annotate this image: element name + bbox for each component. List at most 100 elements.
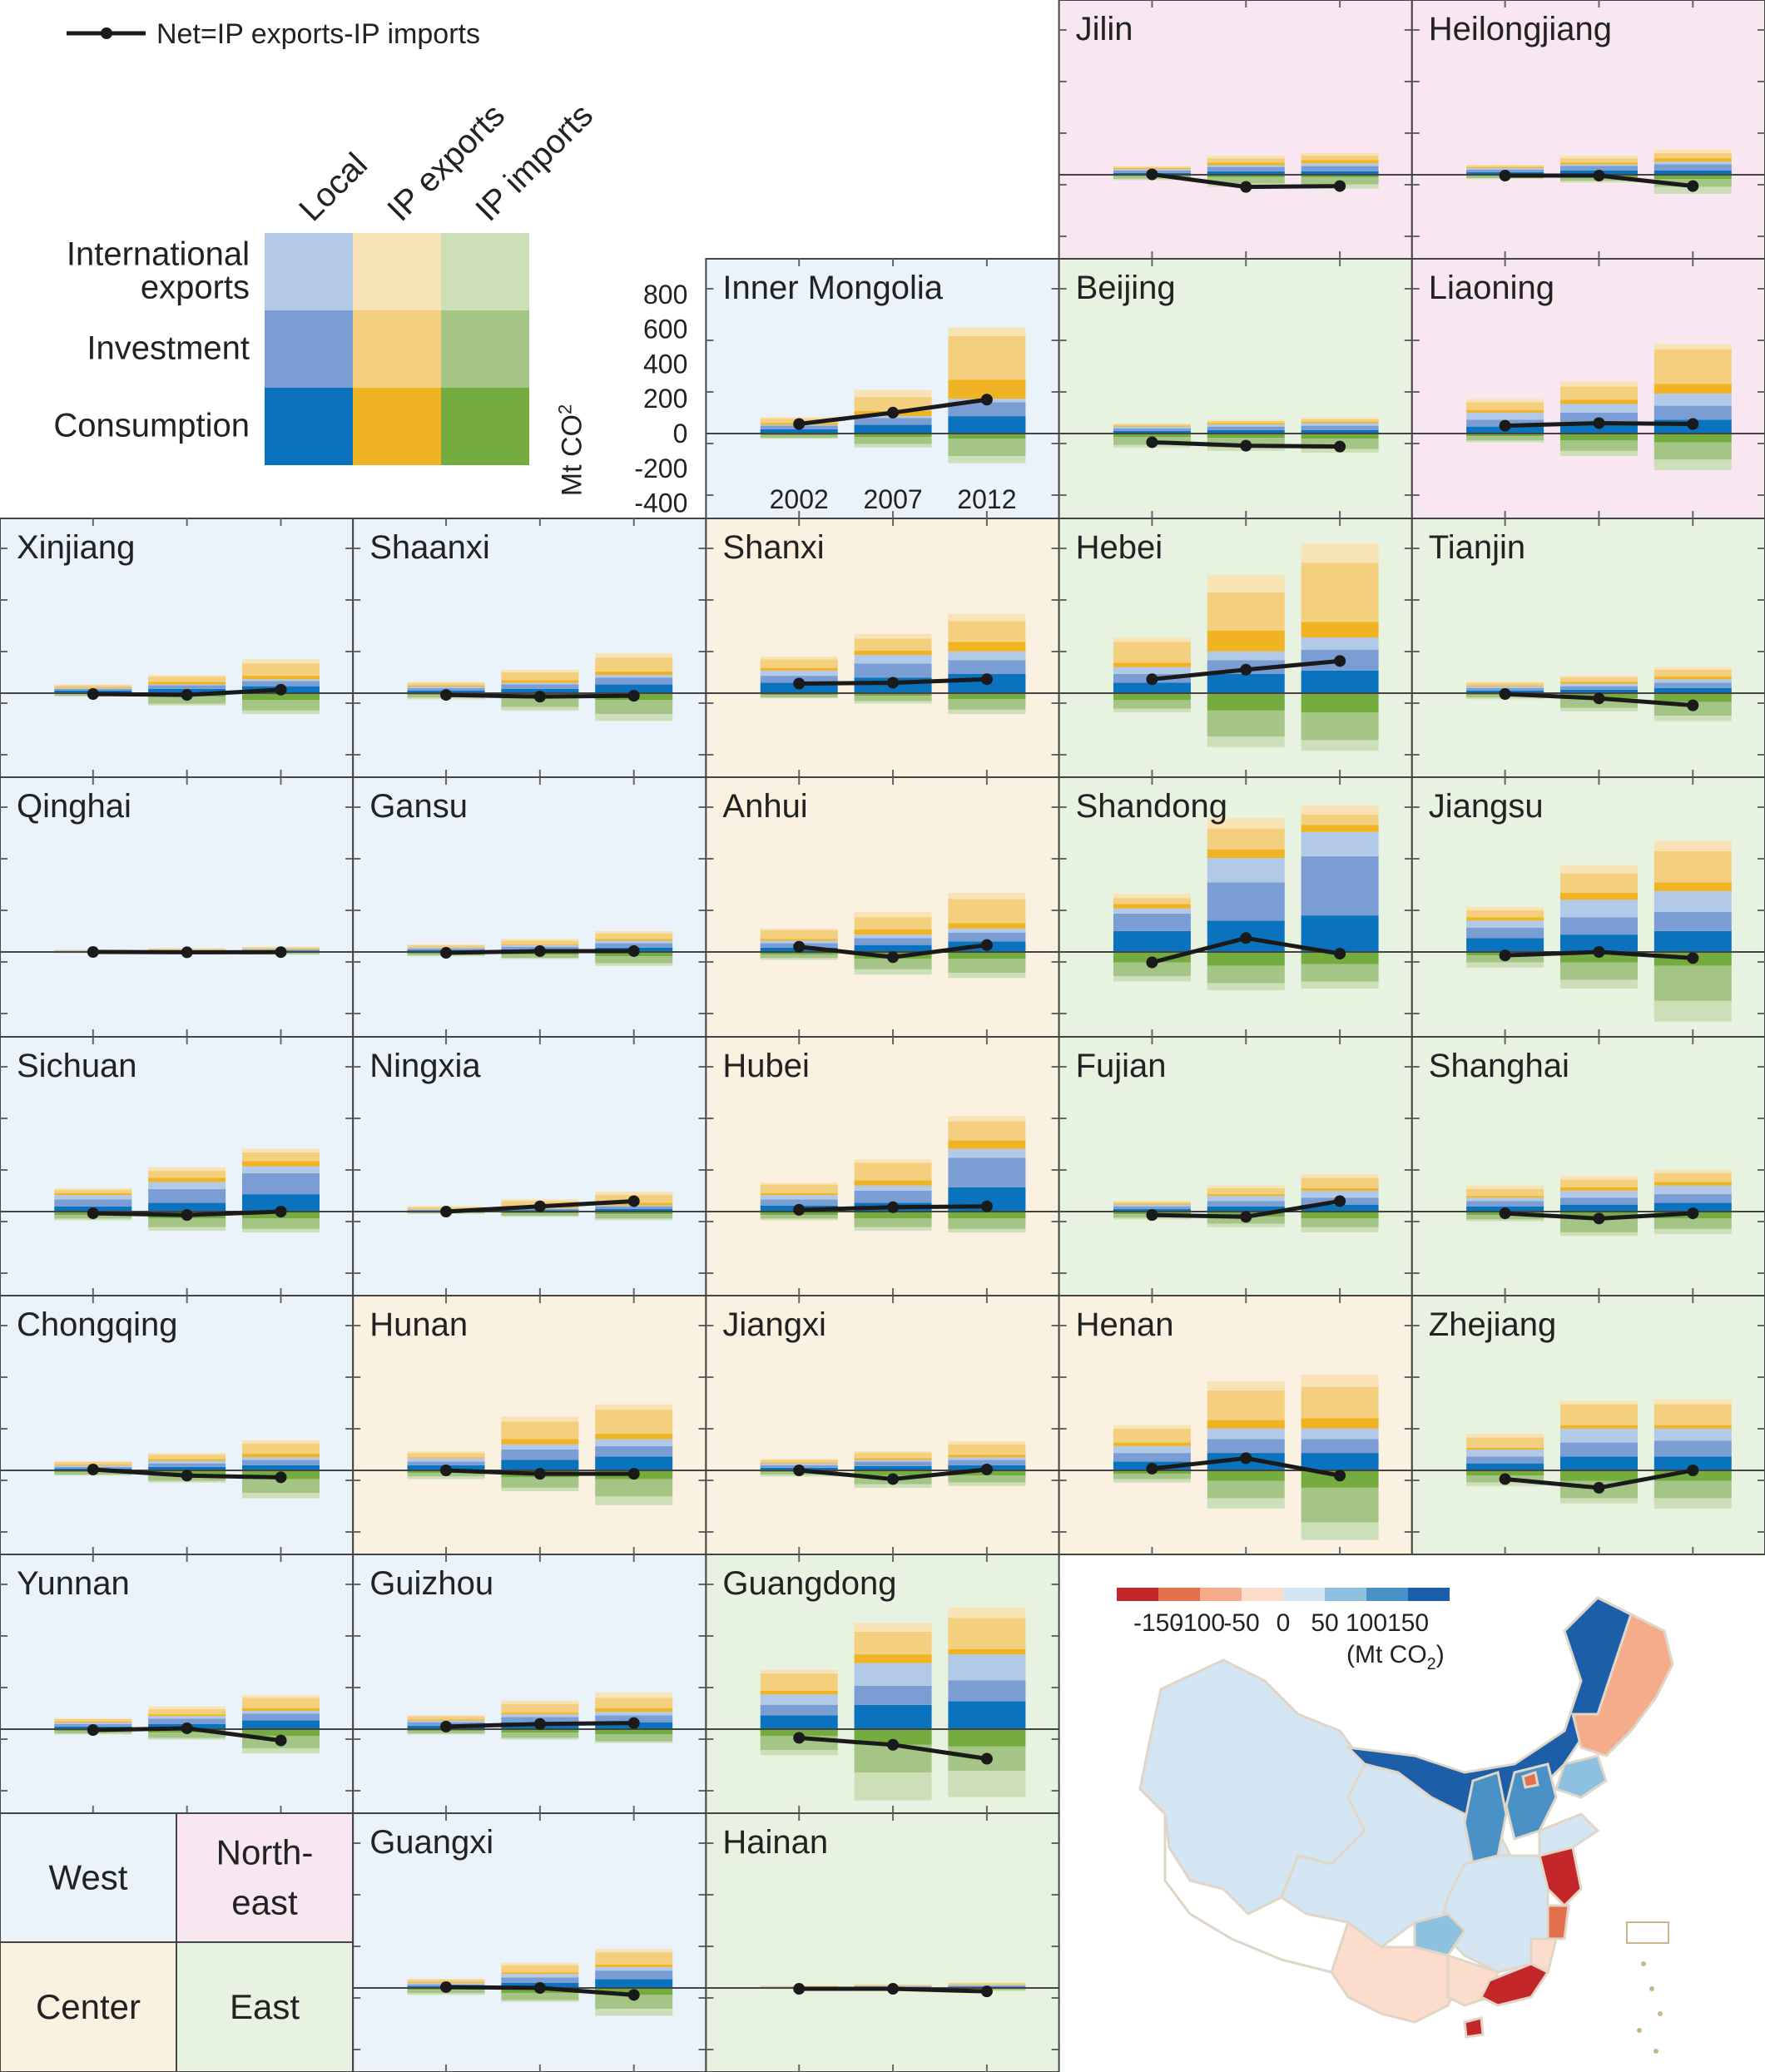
ip-exports-consumption-bar <box>407 686 485 687</box>
ip-exports-intl-exports-bar <box>948 613 1026 622</box>
net-marker <box>1334 1470 1346 1482</box>
net-marker <box>887 406 900 419</box>
ip-exports-intl-exports-bar <box>1207 419 1285 421</box>
local-intl-exports-bar <box>242 679 320 682</box>
panel-background <box>0 1295 354 1555</box>
local-investment-bar <box>1653 911 1732 931</box>
local-investment-bar <box>595 1206 673 1209</box>
ip-exports-consumption-bar <box>1653 882 1732 891</box>
ip-imports-intl-exports-bar <box>148 703 226 706</box>
local-investment-bar <box>948 660 1026 675</box>
local-investment-bar <box>854 1461 932 1466</box>
local-intl-exports-bar <box>1653 1428 1732 1441</box>
ip-exports-intl-exports-bar <box>1207 1185 1285 1188</box>
local-investment-bar <box>1559 917 1638 935</box>
local-intl-exports-bar <box>1653 161 1732 165</box>
map-region-hainan <box>1463 2016 1485 2039</box>
ip-imports-investment-bar <box>948 439 1026 457</box>
ip-exports-consumption-bar <box>1113 1442 1191 1446</box>
net-marker <box>87 688 99 701</box>
matrix-cell <box>353 388 441 465</box>
local-intl-exports-bar <box>1466 412 1544 420</box>
ip-imports-investment-bar <box>1466 436 1544 441</box>
local-intl-exports-bar <box>948 651 1026 661</box>
net-marker <box>1240 663 1252 676</box>
ip-exports-intl-exports-bar <box>501 1700 579 1704</box>
net-marker <box>1240 181 1252 193</box>
ip-exports-intl-exports-bar <box>1466 1185 1544 1189</box>
ip-imports-consumption-bar <box>948 693 1026 700</box>
ip-exports-intl-exports-bar <box>1653 1399 1732 1405</box>
local-intl-exports-bar <box>1466 1449 1544 1457</box>
ip-exports-intl-exports-bar <box>242 1440 320 1444</box>
local-investment-bar <box>1113 914 1191 931</box>
ip-exports-investment-bar <box>1207 1187 1285 1195</box>
ip-exports-intl-exports-bar <box>1301 152 1379 156</box>
ip-imports-intl-exports-bar <box>407 1993 485 1995</box>
ip-exports-intl-exports-bar <box>148 1453 226 1455</box>
local-consumption-bar <box>1653 1202 1732 1212</box>
ip-imports-investment-bar <box>760 1215 838 1219</box>
ip-exports-intl-exports-bar <box>54 1718 132 1719</box>
ip-exports-consumption-bar <box>760 939 838 941</box>
net-marker <box>793 1465 806 1476</box>
local-intl-exports-bar <box>595 1712 673 1716</box>
ip-imports-intl-exports-bar <box>242 1228 320 1233</box>
region-legend-label: east <box>231 1883 298 1922</box>
net-marker <box>181 946 193 959</box>
net-marker <box>181 1722 193 1734</box>
panel-background <box>0 1554 354 1814</box>
ip-exports-investment-bar <box>54 1189 132 1194</box>
ip-exports-intl-exports-bar <box>760 928 838 930</box>
ip-imports-intl-exports-bar <box>1559 979 1638 989</box>
local-intl-exports-bar <box>148 1182 226 1189</box>
ip-imports-investment-bar <box>148 1732 226 1738</box>
ip-imports-investment-bar <box>595 1734 673 1742</box>
local-intl-exports-bar <box>760 670 838 677</box>
net-marker <box>1499 419 1511 432</box>
net-legend-marker <box>101 27 112 39</box>
colorbar-unit: (Mt CO2) <box>1346 1641 1445 1673</box>
inset-island <box>1637 2028 1642 2033</box>
net-marker <box>793 940 806 953</box>
ip-exports-intl-exports-bar <box>501 939 579 941</box>
ip-imports-intl-exports-bar <box>1559 707 1638 711</box>
ip-exports-intl-exports-bar <box>1207 1381 1285 1390</box>
net-marker <box>887 1983 900 1995</box>
local-investment-bar <box>854 938 932 945</box>
province-panel: Tianjin <box>1411 518 1765 778</box>
local-investment-bar <box>148 1463 226 1467</box>
net-marker <box>1687 1207 1699 1220</box>
local-intl-exports-bar <box>54 1195 132 1200</box>
local-consumption-bar <box>1207 1206 1285 1212</box>
ip-imports-intl-exports-bar <box>1207 1223 1285 1227</box>
province-title: Hainan <box>722 1824 828 1861</box>
province-title: Xinjiang <box>17 529 135 566</box>
ip-exports-investment-bar <box>407 1979 485 1983</box>
province-title: Qinghai <box>17 788 131 825</box>
ip-exports-intl-exports-bar <box>501 1199 579 1202</box>
ip-imports-intl-exports-bar <box>760 1218 838 1221</box>
net-marker <box>275 1471 287 1484</box>
province-panel: Jilin <box>1058 0 1413 260</box>
local-consumption-bar <box>1113 930 1191 952</box>
local-intl-exports-bar <box>1207 1428 1285 1440</box>
province-panel: Inner Mongolia 800 600 400 200 0 -200 -400 Mt CO… <box>554 258 1060 519</box>
ip-imports-intl-exports-bar <box>1466 962 1544 968</box>
ip-imports-intl-exports-bar <box>1207 736 1285 747</box>
ip-exports-intl-exports-bar <box>854 633 932 639</box>
ip-exports-consumption-bar <box>407 1719 485 1721</box>
panel-background <box>0 518 354 778</box>
ip-imports-investment-bar <box>854 437 932 444</box>
ip-imports-consumption-bar <box>1653 434 1732 443</box>
ip-exports-intl-exports-bar <box>760 417 838 419</box>
ip-exports-intl-exports-bar <box>1559 156 1638 159</box>
ip-exports-investment-bar <box>54 1461 132 1465</box>
net-marker <box>980 1200 993 1212</box>
net-marker <box>1687 952 1699 964</box>
ip-exports-investment-bar <box>1207 158 1285 163</box>
panel-background <box>1411 0 1765 260</box>
local-intl-exports-bar <box>1207 1196 1285 1202</box>
matrix-cell <box>265 233 353 310</box>
ip-imports-consumption-bar <box>501 1729 579 1733</box>
